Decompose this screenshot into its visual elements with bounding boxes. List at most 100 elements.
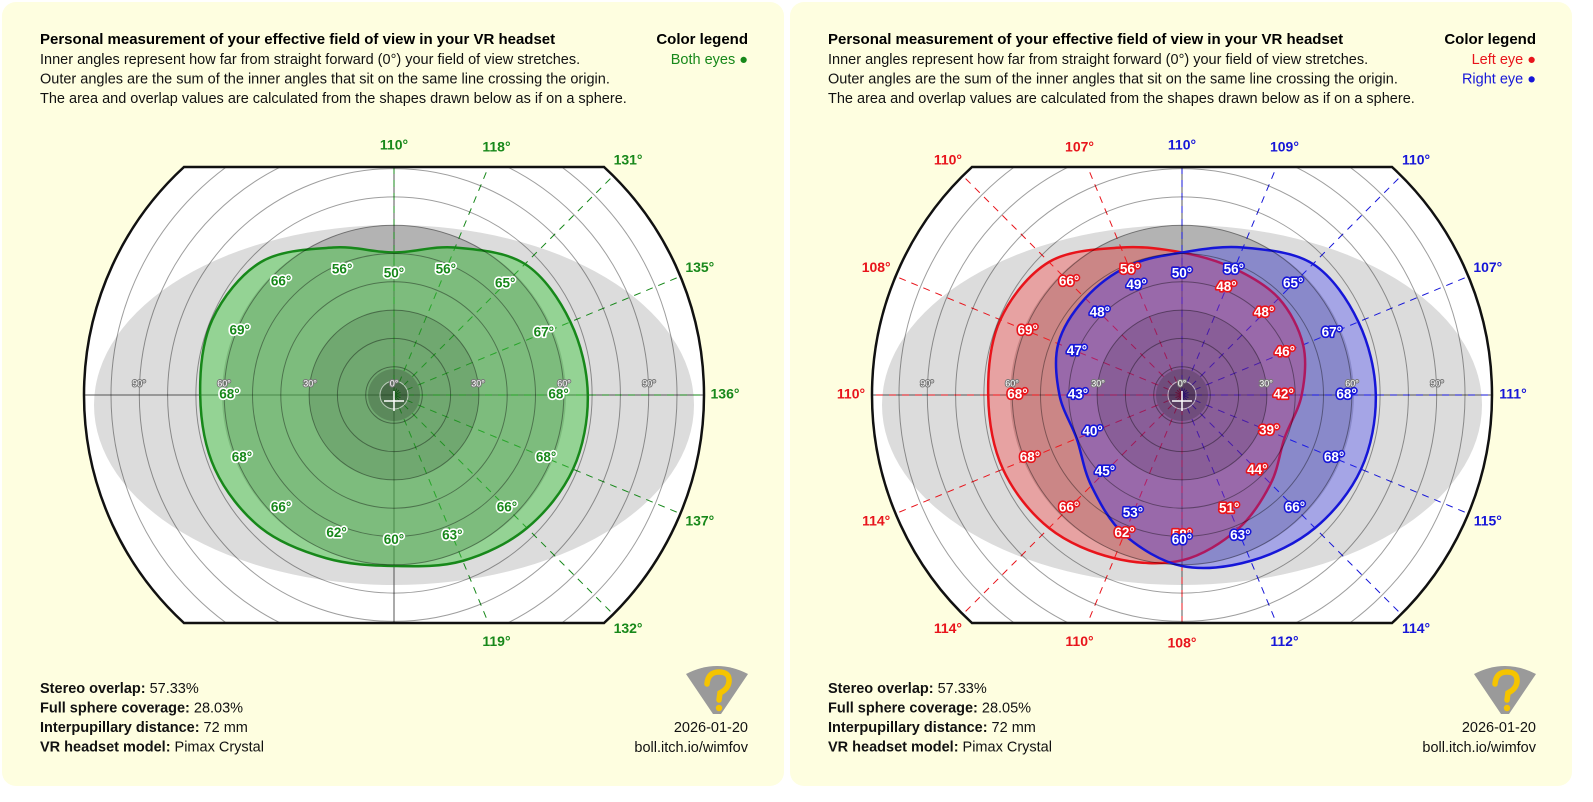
inner-angle: 66° <box>271 274 291 289</box>
ring <box>110 167 678 623</box>
stat: VR headset model: Pimax Crystal <box>828 739 1052 755</box>
stat-label: Interpupillary distance: <box>828 720 988 736</box>
stat-value: Pimax Crystal <box>175 739 264 755</box>
ring <box>1153 366 1211 424</box>
ring-label: 60° <box>557 378 571 388</box>
ring-label: 60° <box>217 378 231 388</box>
outer-angle: 137° <box>685 512 714 528</box>
inner-angle: 46° <box>1275 344 1295 359</box>
inner-angle: 45° <box>1095 464 1115 479</box>
stat-value: 72 mm <box>204 720 248 736</box>
stat-label: Full sphere coverage: <box>40 700 190 716</box>
inner-angle: 56° <box>332 261 352 276</box>
inner-angle: 50° <box>1172 266 1192 281</box>
outer-angle: 109° <box>1270 138 1299 154</box>
logo-fan <box>1474 666 1536 714</box>
outer-angle: 110° <box>380 137 408 153</box>
stat-value: Pimax Crystal <box>963 739 1052 755</box>
outer-angle: 108° <box>1168 635 1197 651</box>
panel-title: Personal measurement of your effective f… <box>828 31 1343 48</box>
ring <box>983 196 1381 594</box>
logo <box>686 666 748 714</box>
inner-angle: 56° <box>436 261 456 276</box>
inner-angle: 66° <box>1059 500 1079 515</box>
panel-title: Personal measurement of your effective f… <box>40 31 555 48</box>
outer-angle: 114° <box>1402 620 1430 636</box>
outer-angle: 119° <box>482 633 510 649</box>
url: boll.itch.io/wimfov <box>1422 740 1536 756</box>
description-line: The area and overlap values are calculat… <box>40 91 627 107</box>
ring <box>898 167 1466 623</box>
description-line: Outer angles are the sum of the inner an… <box>40 71 610 87</box>
outer-angle: 107° <box>1473 259 1502 275</box>
legend-item: Left eye ● <box>1472 52 1536 68</box>
outer-angle: 110° <box>1065 633 1093 649</box>
stat-label: VR headset model: <box>828 739 959 755</box>
legend-title: Color legend <box>1444 31 1536 48</box>
inner-angle: 66° <box>271 500 291 515</box>
frame <box>82 165 706 625</box>
ring-label: 30° <box>303 378 317 388</box>
stat-label: VR headset model: <box>40 739 171 755</box>
outer-angle: 110° <box>837 386 865 402</box>
ring <box>223 224 565 566</box>
outer-angle: 114° <box>934 620 962 636</box>
stat-value: 57.33% <box>938 681 987 697</box>
ring <box>365 366 423 424</box>
logo-fan <box>686 666 748 714</box>
outer-angle: 112° <box>1270 633 1298 649</box>
inner-angle: 68° <box>1007 387 1027 402</box>
inner-angle: 56° <box>1224 261 1244 276</box>
ring <box>1124 337 1240 453</box>
ring <box>1096 309 1268 481</box>
description-line: The area and overlap values are calculat… <box>828 91 1415 107</box>
legend-item: Both eyes ● <box>671 52 748 68</box>
logo <box>1474 666 1536 714</box>
stat: Interpupillary distance: 72 mm <box>828 720 1036 736</box>
outer-angle-line <box>1181 394 1277 623</box>
inner-angle: 56° <box>1120 261 1140 276</box>
outer-angle: 136° <box>711 386 740 402</box>
inner-angle: 66° <box>1285 500 1305 515</box>
ring <box>1068 281 1296 509</box>
ring <box>138 167 650 623</box>
ring <box>1040 253 1324 537</box>
legend-item: Right eye ● <box>1462 71 1536 87</box>
ring-label: 90° <box>920 378 934 388</box>
outer-angle: 107° <box>1065 138 1094 154</box>
stat: VR headset model: Pimax Crystal <box>40 739 264 755</box>
inner-angle: 68° <box>1020 450 1040 465</box>
stat-label: Interpupillary distance: <box>40 720 200 736</box>
stat-label: Full sphere coverage: <box>828 700 978 716</box>
stat: Interpupillary distance: 72 mm <box>40 720 248 736</box>
diagram <box>872 167 1493 623</box>
outer-angle: 132° <box>614 620 643 636</box>
inner-angle: 68° <box>1336 387 1356 402</box>
stat: Stereo overlap: 57.33% <box>828 681 987 697</box>
diagram <box>84 167 705 623</box>
description-line: Outer angles are the sum of the inner an… <box>828 71 1398 87</box>
outer-angle: 110° <box>1402 152 1430 168</box>
ring-label: 30° <box>1091 378 1105 388</box>
outer-angle-line <box>1181 167 1277 396</box>
inner-angle: 69° <box>230 323 250 338</box>
inner-angle: 47° <box>1067 343 1087 358</box>
stat: Stereo overlap: 57.33% <box>40 681 199 697</box>
outer-angle: 135° <box>685 259 714 275</box>
description-line: Inner angles represent how far from stra… <box>828 52 1368 68</box>
ring <box>308 309 480 481</box>
fov-shape <box>1054 245 1378 570</box>
ring-label: 60° <box>1005 378 1019 388</box>
outer-angle-line <box>393 394 489 623</box>
description-line: Inner angles represent how far from stra… <box>40 52 580 68</box>
outer-angle: 115° <box>1474 512 1502 528</box>
date: 2026-01-20 <box>674 720 748 736</box>
ring <box>252 253 536 537</box>
inner-angle: 68° <box>219 387 239 402</box>
ring-label: 30° <box>1259 378 1273 388</box>
stat-value: 57.33% <box>150 681 199 697</box>
inner-angle: 69° <box>1018 323 1038 338</box>
inner-angle: 39° <box>1259 423 1279 438</box>
ring <box>926 167 1438 623</box>
